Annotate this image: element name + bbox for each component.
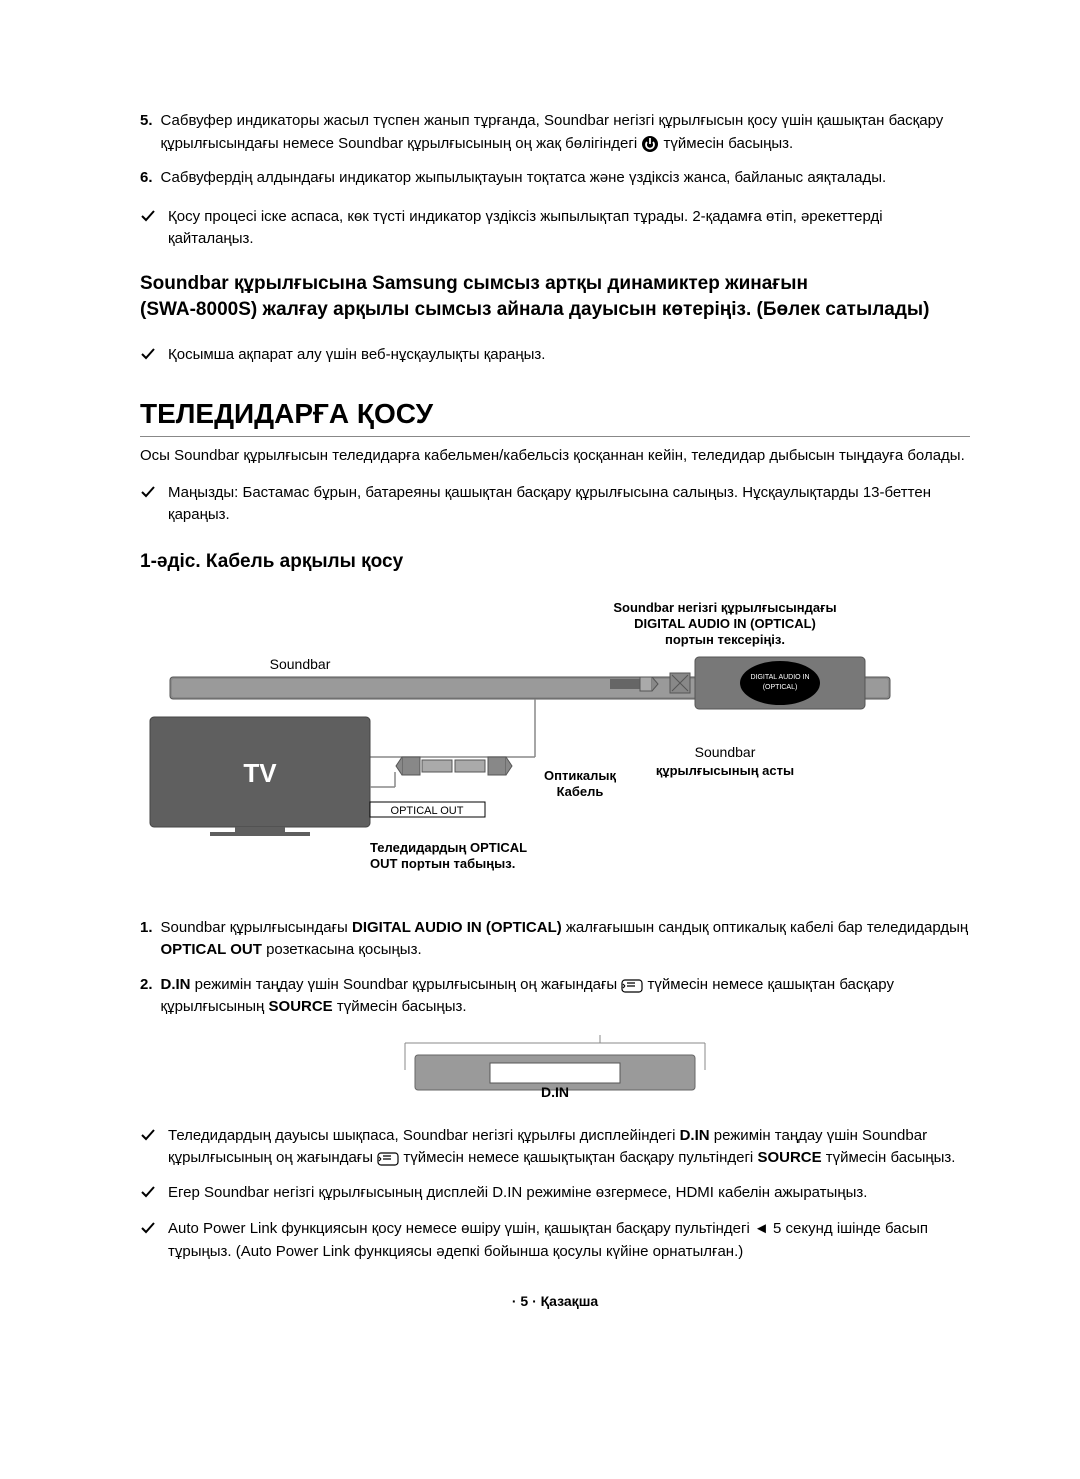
source-icon [621,978,643,992]
note-text: Маңызды: Бастамас бұрын, батареяны қашық… [168,482,970,527]
step-text: Soundbar құрылғысындағы DIGITAL AUDIO IN… [161,917,970,962]
item-text: Сабвуфер индикаторы жасыл түспен жанып т… [161,110,970,155]
check-icon [140,346,156,369]
svg-text:Теледидардың OPTICAL: Теледидардың OPTICAL [370,840,527,855]
svg-text:Оптикалық: Оптикалық [544,768,616,783]
step-number: 1. [140,917,153,962]
method-title: 1-әдіс. Кабель арқылы қосу [140,551,970,573]
note-item: Қосымша ақпарат алу үшін веб-нұсқаулықты… [140,344,970,369]
page-footer: · 5 · Қазақша [140,1293,970,1309]
port-note-label: Soundbar негізгі құрылғысындағы [613,600,836,615]
source-icon [377,1151,399,1165]
soundbar-label: Soundbar [270,656,331,672]
svg-text:OUT портын табыңыз.: OUT портын табыңыз. [370,856,515,871]
numbered-item-5: 5. Сабвуфер индикаторы жасыл түспен жаны… [140,110,970,155]
svg-text:D.IN: D.IN [541,1084,569,1100]
step-number: 2. [140,974,153,1019]
svg-text:(OPTICAL): (OPTICAL) [763,684,798,691]
section-subtitle: Soundbar құрылғысына Samsung сымсыз артқ… [140,271,970,324]
note-item: Қосу процесі іске аспаса, көк түсті инди… [140,206,970,251]
svg-text:DIGITAL AUDIO IN: DIGITAL AUDIO IN [750,674,809,681]
svg-text:Soundbar: Soundbar [695,744,756,760]
prior-steps-continued: 5. Сабвуфер индикаторы жасыл түспен жаны… [140,110,970,190]
section-title: ТЕЛЕДИДАРҒА ҚОСУ [140,398,970,437]
note-text: Қосымша ақпарат алу үшін веб-нұсқаулықты… [168,344,970,369]
svg-text:DIGITAL AUDIO IN (OPTICAL): DIGITAL AUDIO IN (OPTICAL) [634,616,816,631]
note-item: Auto Power Link функциясын қосу немесе ө… [140,1218,970,1263]
item-number: 5. [140,110,153,155]
note-item: Егер Soundbar негізгі құрылғысының диспл… [140,1182,970,1207]
step-2: 2. D.IN режимін таңдау үшін Soundbar құр… [140,974,970,1019]
section-description: Осы Soundbar құрылғысын теледидарға кабе… [140,445,970,468]
note-item: Теледидардың дауысы шықпаса, Soundbar не… [140,1125,970,1170]
step-text: D.IN режимін таңдау үшін Soundbar құрылғ… [161,974,970,1019]
numbered-item-6: 6. Сабвуфердің алдындағы индикатор жыпыл… [140,167,970,190]
check-icon [140,1220,156,1263]
step-1: 1. Soundbar құрылғысындағы DIGITAL AUDIO… [140,917,970,962]
check-icon [140,1184,156,1207]
note-text: Қосу процесі іске аспаса, көк түсті инди… [168,206,970,251]
svg-text:құрылғысының асты: құрылғысының асты [656,763,794,778]
note-item: Маңызды: Бастамас бұрын, батареяны қашық… [140,482,970,527]
svg-text:портын тексеріңіз.: портын тексеріңіз. [665,632,785,647]
check-icon [140,1127,156,1170]
svg-text:Кабель: Кабель [557,784,604,799]
check-icon [140,484,156,527]
note-text: Теледидардың дауысы шықпаса, Soundbar не… [168,1125,970,1170]
item-text: Сабвуфердің алдындағы индикатор жыпылықт… [161,167,970,190]
check-icon [140,208,156,251]
din-diagram: D.IN [385,1035,725,1105]
note-text: Егер Soundbar негізгі құрылғысының диспл… [168,1182,970,1207]
tv-label: TV [243,758,277,788]
left-arrow-icon: ◄ [754,1218,769,1241]
method-steps: 1. Soundbar құрылғысындағы DIGITAL AUDIO… [140,917,970,1019]
optical-out-label: OPTICAL OUT [391,805,464,817]
note-text: Auto Power Link функциясын қосу немесе ө… [168,1218,970,1263]
connection-diagram: Soundbar негізгі құрылғысындағы DIGITAL … [140,597,920,887]
power-icon [641,135,659,153]
item-number: 6. [140,167,153,190]
